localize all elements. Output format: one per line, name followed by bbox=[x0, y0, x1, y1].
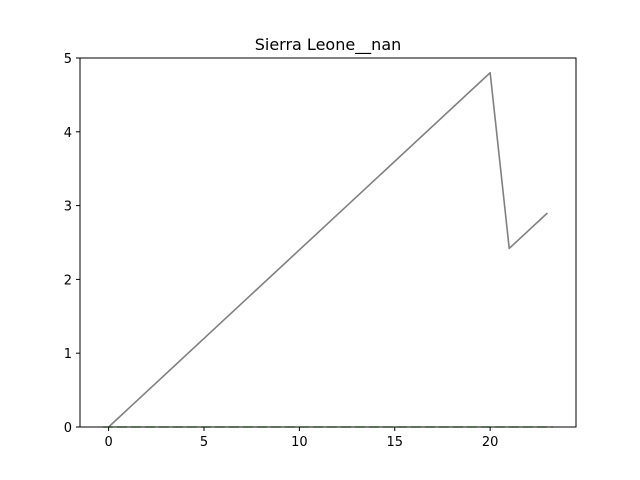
y-tick-label: 1 bbox=[64, 347, 72, 362]
y-tick-label: 5 bbox=[64, 52, 72, 67]
series-line-1 bbox=[108, 71, 548, 428]
x-axis: 0 5 10 15 20 bbox=[104, 427, 498, 450]
y-tick-label: 0 bbox=[64, 421, 72, 436]
x-tick-label: 15 bbox=[386, 435, 403, 450]
y-tick-label: 4 bbox=[64, 126, 72, 141]
y-axis: 0 1 2 3 4 5 bbox=[64, 52, 80, 436]
x-tick-label: 10 bbox=[291, 435, 308, 450]
x-tick-label: 5 bbox=[200, 435, 208, 450]
y-tick-label: 3 bbox=[64, 200, 72, 215]
x-tick-label: 20 bbox=[482, 435, 499, 450]
x-tick-label: 0 bbox=[104, 435, 112, 450]
y-tick-label: 2 bbox=[64, 273, 72, 288]
plot-frame bbox=[79, 57, 577, 428]
chart-title: Sierra Leone__nan bbox=[255, 35, 402, 55]
